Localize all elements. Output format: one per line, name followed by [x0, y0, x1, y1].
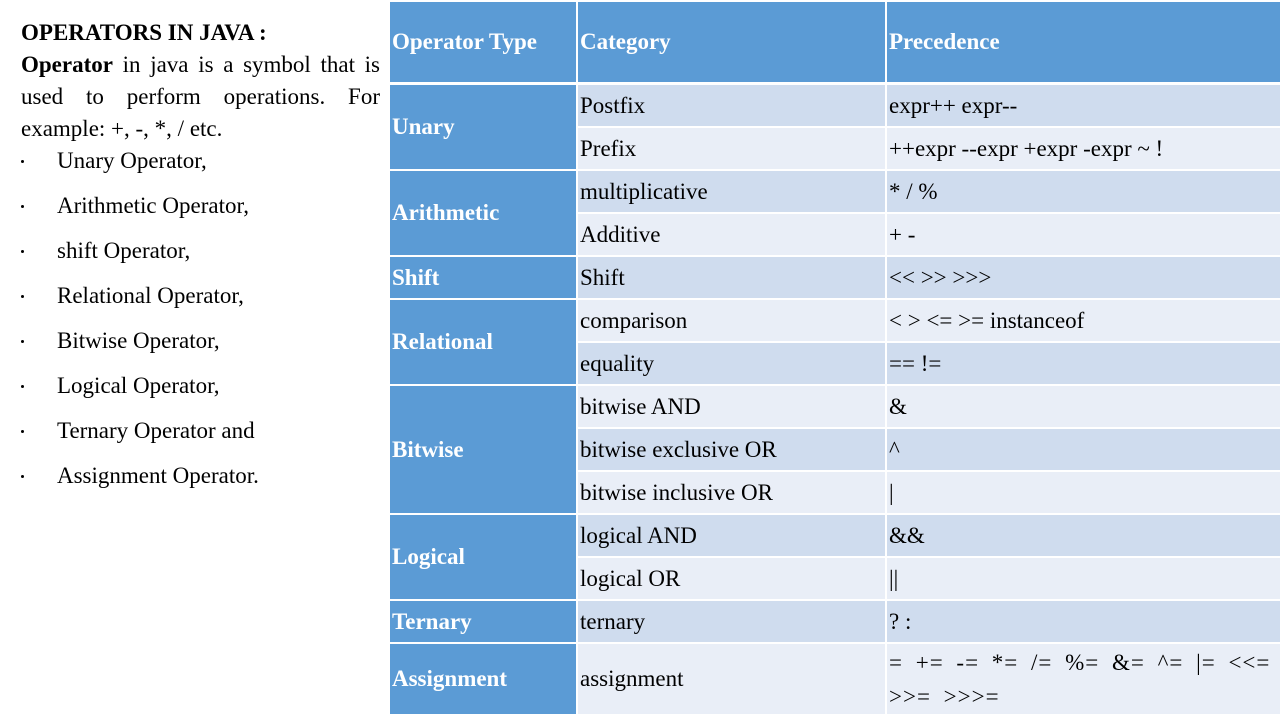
- slide-title: OPERATORS IN JAVA :: [21, 20, 267, 45]
- left-text-panel: OPERATORS IN JAVA : Operator in java is …: [21, 17, 380, 505]
- category-cell: Postfix: [576, 82, 886, 127]
- category-cell: logical OR: [576, 556, 886, 600]
- precedence-cell: = += -= *= /= %= &= ^= |= <<= >>= >>>=: [885, 642, 1280, 714]
- bullet-icon: [21, 250, 24, 253]
- precedence-cell: + -: [885, 212, 1280, 256]
- category-cell: multiplicative: [576, 169, 886, 213]
- precedence-cell: |: [885, 470, 1280, 514]
- list-item: Arithmetic Operator,: [21, 190, 380, 235]
- category-cell: equality: [576, 341, 886, 385]
- bullet-icon: [21, 475, 24, 478]
- precedence-cell: ||: [885, 556, 1280, 600]
- category-cell: bitwise exclusive OR: [576, 427, 886, 471]
- list-item: Ternary Operator and: [21, 415, 380, 460]
- type-cell-assignment: Assignment: [390, 642, 577, 714]
- precedence-cell: &: [885, 384, 1280, 428]
- bullet-icon: [21, 295, 24, 298]
- table-row: Additive + -: [390, 212, 1280, 256]
- table-row: Relational comparison < > <= >= instance…: [390, 298, 1280, 385]
- bullet-icon: [21, 430, 24, 433]
- header-operator-type: Operator Type: [390, 2, 577, 85]
- type-cell-relational: Relational: [390, 298, 577, 385]
- list-item: Logical Operator,: [21, 370, 380, 415]
- list-item: shift Operator,: [21, 235, 380, 280]
- category-cell: bitwise AND: [576, 384, 886, 428]
- intro-paragraph: Operator in java is a symbol that is use…: [21, 49, 380, 145]
- intro-text: in java is a symbol that is used to perf…: [21, 52, 380, 141]
- precedence-cell: ? :: [885, 599, 1280, 643]
- type-cell-unary: Unary: [390, 82, 577, 170]
- precedence-cell: == !=: [885, 341, 1280, 385]
- precedence-cell: < > <= >= instanceof: [885, 298, 1280, 342]
- table-row: bitwise exclusive OR ^: [390, 427, 1280, 471]
- precedence-cell: ++expr --expr +expr -expr ~ !: [885, 126, 1280, 170]
- table-row: Prefix ++expr --expr +expr -expr ~ !: [390, 126, 1280, 170]
- bullet-icon: [21, 385, 24, 388]
- table-row: logical OR ||: [390, 556, 1280, 600]
- header-category: Category: [576, 2, 886, 85]
- table-header-row: Operator Type Category Precedence: [390, 2, 1280, 85]
- precedence-cell: * / %: [885, 169, 1280, 213]
- table-row: Shift Shift << >> >>>: [390, 255, 1280, 299]
- precedence-cell: ^: [885, 427, 1280, 471]
- table-row: Assignment assignment = += -= *= /= %= &…: [390, 642, 1280, 714]
- table-row: bitwise inclusive OR |: [390, 470, 1280, 514]
- category-cell: Prefix: [576, 126, 886, 170]
- type-cell-bitwise: Bitwise: [390, 384, 577, 514]
- type-cell-ternary: Ternary: [390, 599, 577, 643]
- bullet-icon: [21, 160, 24, 163]
- header-precedence: Precedence: [885, 2, 1280, 85]
- precedence-cell: << >> >>>: [885, 255, 1280, 299]
- list-item: Unary Operator,: [21, 145, 380, 190]
- table-row: equality == !=: [390, 341, 1280, 385]
- table-row: Unary Postfix expr++ expr--: [390, 82, 1280, 170]
- operator-list: Unary Operator, Arithmetic Operator, shi…: [21, 145, 380, 505]
- type-cell-logical: Logical: [390, 513, 577, 600]
- category-cell: comparison: [576, 298, 886, 342]
- intro-bold-term: Operator: [21, 52, 113, 77]
- precedence-cell: expr++ expr--: [885, 82, 1280, 127]
- list-item: Assignment Operator.: [21, 460, 380, 505]
- bullet-icon: [21, 340, 24, 343]
- category-cell: Additive: [576, 212, 886, 256]
- category-cell: assignment: [576, 642, 886, 714]
- list-item: Relational Operator,: [21, 280, 380, 325]
- category-cell: bitwise inclusive OR: [576, 470, 886, 514]
- bullet-icon: [21, 205, 24, 208]
- type-cell-arithmetic: Arithmetic: [390, 169, 577, 256]
- type-cell-shift: Shift: [390, 255, 577, 299]
- operator-precedence-table: Operator Type Category Precedence Unary …: [390, 2, 1280, 714]
- category-cell: Shift: [576, 255, 886, 299]
- category-cell: logical AND: [576, 513, 886, 557]
- category-cell: ternary: [576, 599, 886, 643]
- table-row: Logical logical AND &&: [390, 513, 1280, 600]
- list-item: Bitwise Operator,: [21, 325, 380, 370]
- table-row: Bitwise bitwise AND &: [390, 384, 1280, 514]
- precedence-cell: &&: [885, 513, 1280, 557]
- table-row: Arithmetic multiplicative * / %: [390, 169, 1280, 256]
- table-row: Ternary ternary ? :: [390, 599, 1280, 643]
